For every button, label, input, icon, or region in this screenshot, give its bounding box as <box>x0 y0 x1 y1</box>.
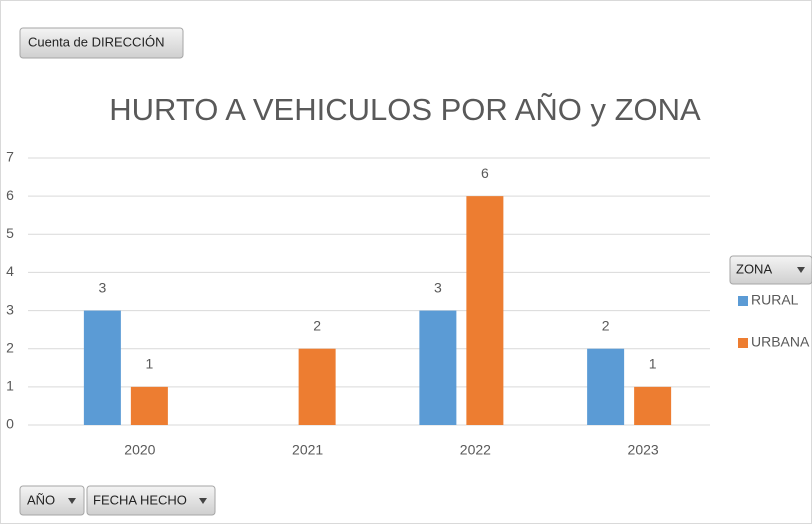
y-tick-label: 1 <box>6 378 14 394</box>
legend-swatch <box>738 296 748 306</box>
axis-field-label: AÑO <box>27 492 55 507</box>
axis-field-button[interactable]: AÑO <box>19 485 85 516</box>
x-tick-label: 2023 <box>628 442 659 458</box>
data-label: 6 <box>481 165 489 181</box>
bar <box>298 348 336 425</box>
legend-label: RURAL <box>751 292 799 308</box>
axis-field-button[interactable]: FECHA HECHO <box>86 485 216 516</box>
legend-swatch <box>738 338 748 348</box>
y-tick-label: 0 <box>6 416 14 432</box>
y-tick-label: 6 <box>6 187 14 203</box>
y-tick-label: 7 <box>6 149 14 165</box>
x-tick-label: 2021 <box>292 442 323 458</box>
data-label: 1 <box>649 356 657 372</box>
bar <box>634 386 672 425</box>
x-tick-label: 2022 <box>460 442 491 458</box>
bar <box>419 310 457 425</box>
axis-field-label: FECHA HECHO <box>93 492 187 507</box>
data-label: 1 <box>145 356 153 372</box>
x-tick-label: 2020 <box>124 442 155 458</box>
data-label: 2 <box>313 317 321 333</box>
value-field-label: Cuenta de DIRECCIÓN <box>28 34 165 49</box>
legend-field-button[interactable]: ZONA <box>729 255 812 285</box>
bar <box>83 310 121 425</box>
bar <box>130 386 168 425</box>
y-tick-label: 2 <box>6 339 14 355</box>
legend-title: ZONA <box>736 261 772 276</box>
bar <box>587 348 625 425</box>
value-field-button[interactable]: Cuenta de DIRECCIÓN <box>19 27 184 59</box>
legend-label: URBANA <box>751 334 810 350</box>
chart-title: HURTO A VEHICULOS POR AÑO y ZONA <box>109 92 701 127</box>
y-tick-label: 3 <box>6 301 14 317</box>
data-label: 2 <box>602 317 610 333</box>
data-label: 3 <box>434 279 442 295</box>
data-label: 3 <box>98 279 106 295</box>
y-tick-label: 5 <box>6 225 14 241</box>
y-tick-label: 4 <box>6 263 14 279</box>
bar <box>466 196 504 425</box>
